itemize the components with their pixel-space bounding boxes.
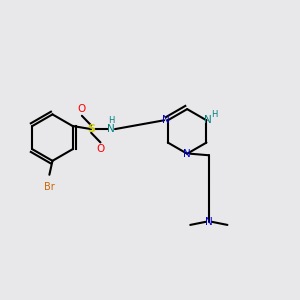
Text: S: S [87,124,95,134]
Text: H: H [108,116,115,125]
Text: H: H [211,110,217,118]
Text: N: N [205,217,213,227]
Text: O: O [78,104,86,114]
Text: N: N [204,115,212,125]
Text: N: N [183,149,191,159]
Text: Br: Br [44,182,55,192]
Text: O: O [96,144,105,154]
Text: N: N [162,115,170,125]
Text: N: N [107,124,115,134]
